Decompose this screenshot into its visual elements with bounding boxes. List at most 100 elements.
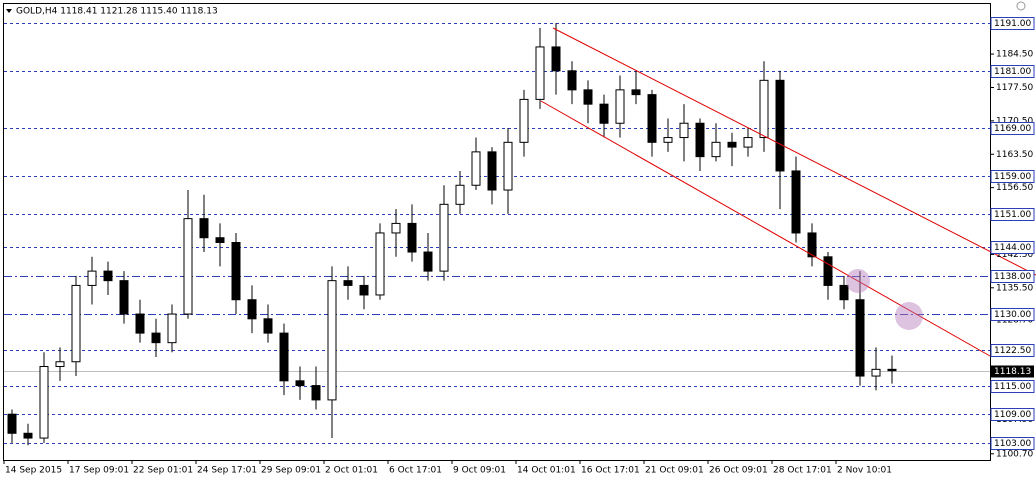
x-tick-label: 29 Sep 09:01: [261, 466, 321, 476]
candle-body: [103, 270, 113, 282]
x-tick-label: 9 Oct 09:01: [453, 466, 506, 476]
x-tick-label: 28 Oct 17:01: [773, 466, 832, 476]
y-tick-label: 1184.50: [996, 50, 1033, 60]
highlight-circle: [846, 269, 870, 293]
candle-body: [439, 203, 449, 272]
candle-body: [359, 284, 369, 296]
channel-upper: [552, 27, 1036, 276]
candle-body: [391, 222, 401, 234]
level-label: 1151.00: [994, 210, 1031, 220]
y-tick-label: 1100.70: [996, 449, 1033, 459]
candle-body: [199, 218, 209, 239]
x-tick-label: 14 Sep 2015: [5, 466, 62, 476]
candle-body: [583, 89, 593, 105]
candle-body: [55, 361, 65, 368]
x-tick-label: 16 Oct 17:01: [581, 466, 640, 476]
level-box: [990, 122, 1035, 135]
candle-body: [663, 137, 673, 143]
candle-body: [151, 332, 161, 344]
candle-body: [887, 368, 897, 372]
candle-body: [775, 79, 785, 172]
candle-body: [631, 89, 641, 96]
level-label: 1159.00: [994, 172, 1031, 182]
x-tick-label: 24 Sep 17:01: [197, 466, 257, 476]
y-tick-label: 1163.50: [996, 150, 1033, 160]
candle-body: [615, 89, 625, 124]
last-price-label: 1118.13: [994, 367, 1031, 377]
candle-body: [759, 79, 769, 139]
level-label: 1138.00: [994, 272, 1031, 282]
candle-body: [503, 141, 513, 191]
candle-body: [807, 232, 817, 258]
candle-body: [279, 332, 289, 382]
candle-body: [39, 366, 49, 439]
candle-body: [647, 94, 657, 143]
level-label: 1191.00: [994, 19, 1031, 29]
candle-body: [263, 318, 273, 334]
level-box: [990, 437, 1035, 450]
level-box: [990, 380, 1035, 393]
candle-body: [727, 141, 737, 148]
candle-body: [327, 280, 337, 401]
candle-body: [423, 251, 433, 272]
x-tick-label: 17 Sep 09:01: [69, 466, 129, 476]
x-tick-label: 6 Oct 17:01: [389, 466, 442, 476]
candle-body: [311, 385, 321, 401]
x-tick-label: 22 Sep 01:01: [133, 466, 193, 476]
candle-body: [183, 218, 193, 315]
candle-body: [407, 222, 417, 253]
y-tick-label: 1156.50: [996, 183, 1033, 193]
candle-body: [215, 237, 225, 243]
x-tick-label: 21 Oct 09:01: [645, 466, 704, 476]
candle-body: [743, 137, 753, 148]
highlight-circle: [895, 302, 923, 330]
level-label: 1115.00: [994, 382, 1031, 392]
candle-body: [455, 184, 465, 205]
level-label: 1130.00: [994, 310, 1031, 320]
candle-body: [551, 46, 561, 72]
level-label: 1122.50: [994, 346, 1031, 356]
y-tick-label: 1170.50: [996, 116, 1033, 126]
candle-body: [855, 299, 865, 377]
level-box: [990, 344, 1035, 357]
last-price-box: [991, 365, 1034, 378]
candle-body: [695, 122, 705, 158]
level-label: 1169.00: [994, 124, 1031, 134]
y-tick-label: 1177.50: [996, 83, 1033, 93]
candle-body: [295, 380, 305, 387]
menu-triangle: [6, 9, 12, 13]
x-tick-label: 2 Oct 01:01: [325, 466, 378, 476]
candle-body: [487, 151, 497, 191]
candle-body: [679, 122, 689, 139]
candle-body: [519, 98, 529, 143]
y-tick-label: 1135.50: [996, 283, 1033, 293]
level-box: [990, 270, 1035, 283]
channel: [540, 27, 1036, 357]
level-box: [990, 308, 1035, 321]
candle-body: [23, 432, 33, 439]
candle-body: [71, 284, 81, 363]
candle-body: [599, 103, 609, 124]
candle-body: [823, 256, 833, 286]
candle-body: [375, 232, 385, 296]
level-label: 1103.00: [994, 439, 1031, 449]
candle-body: [119, 280, 129, 315]
candle-body: [231, 241, 241, 301]
level-box: [990, 241, 1035, 254]
plot-frame: [3, 3, 991, 461]
x-tick-label: 26 Oct 09:01: [709, 466, 768, 476]
x-tick-label: 14 Oct 01:01: [517, 466, 576, 476]
candle-body: [871, 368, 881, 377]
candle-body: [791, 170, 801, 234]
candle-body: [247, 299, 257, 320]
level-box: [990, 408, 1035, 421]
candle-body: [567, 70, 577, 91]
chart-title: GOLD,H4 1118.41 1121.28 1115.40 1118.13: [16, 7, 218, 17]
candle-body: [87, 270, 97, 286]
level-box: [990, 17, 1035, 30]
candle-body: [7, 413, 17, 434]
candle-body: [343, 280, 353, 286]
level-box: [990, 65, 1035, 78]
